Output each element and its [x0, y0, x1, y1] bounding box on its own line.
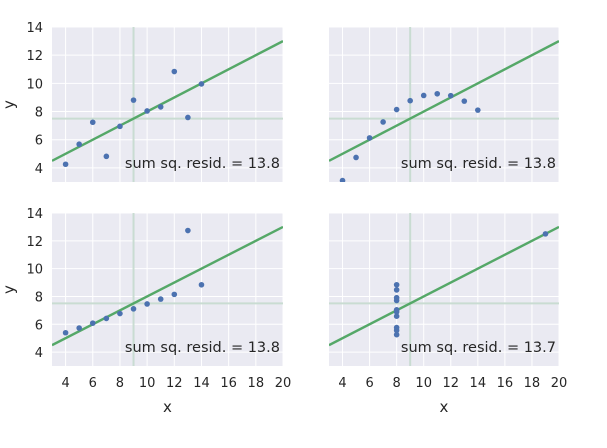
x-tick-label: 16: [220, 376, 237, 391]
data-point: [185, 227, 191, 234]
data-point: [117, 310, 123, 317]
plot-background: [52, 213, 283, 366]
data-point: [117, 123, 123, 130]
x-tick-label: 8: [393, 376, 401, 391]
data-point: [62, 161, 69, 168]
y-tick-label: 12: [26, 235, 43, 250]
data-point: [144, 108, 150, 114]
grid: [329, 26, 560, 182]
y-tick-label: 6: [35, 134, 43, 149]
data-point: [447, 92, 454, 99]
data-point: [339, 177, 346, 182]
data-point: [461, 98, 468, 104]
plot-area: [329, 213, 559, 366]
data-point: [434, 90, 441, 97]
data-point: [130, 97, 137, 103]
data-point: [475, 107, 481, 113]
plot-area: [52, 27, 283, 182]
x-tick-label: 4: [338, 376, 346, 391]
data-point: [130, 306, 137, 312]
y-axis-label: y: [0, 100, 18, 109]
x-tick-label: 12: [166, 376, 183, 391]
data-point: [393, 281, 400, 288]
data-point: [103, 315, 110, 322]
y-tick-label: 8: [35, 290, 43, 305]
y-axis-label: y: [0, 285, 18, 294]
data-point: [62, 329, 69, 336]
y-tick-label: 14: [26, 207, 43, 222]
x-tick-label: 18: [248, 376, 265, 391]
data-point: [157, 104, 164, 110]
y-tick-label: 12: [26, 49, 43, 64]
data-point: [144, 301, 150, 307]
plot-background: [329, 27, 559, 182]
data-point: [157, 296, 164, 302]
y-tick-label: 10: [26, 263, 43, 278]
plot-area: [52, 213, 283, 366]
data-point: [393, 309, 400, 315]
x-tick-label: 10: [139, 376, 156, 391]
x-tick-label: 10: [415, 376, 432, 391]
y-tick-label: 14: [26, 21, 43, 36]
data-point: [171, 291, 178, 298]
x-tick-label: 14: [193, 376, 210, 391]
annotation-text: sum sq. resid. = 13.7: [401, 340, 556, 356]
x-tick-label: 4: [61, 376, 69, 391]
data-point: [185, 114, 191, 121]
data-point: [393, 287, 400, 293]
data-point: [542, 231, 549, 237]
data-point: [407, 97, 413, 104]
data-point: [76, 325, 82, 331]
data-point: [380, 119, 386, 125]
y-tick-label: 4: [35, 346, 43, 361]
x-tick-label: 8: [116, 376, 124, 391]
data-point: [198, 281, 205, 288]
y-tick-label: 10: [26, 77, 43, 92]
annotation-text: sum sq. resid. = 13.8: [401, 156, 556, 172]
y-tick-label: 8: [35, 106, 43, 121]
regression-line: [329, 225, 559, 347]
data-point: [89, 320, 96, 326]
data-point: [353, 154, 359, 161]
panel-2: sum sq. resid. = 13.8: [329, 26, 560, 182]
data-point: [420, 92, 427, 99]
data-point: [198, 81, 205, 87]
plot-background: [52, 27, 283, 182]
x-tick-label: 14: [470, 376, 487, 391]
panel-3: sum sq. resid. = 13.8 4 6 8 10 12 14 4 6 8 10 12 14 1…: [0, 207, 291, 416]
x-tick-label: 12: [442, 376, 459, 391]
x-tick-label: 20: [275, 376, 292, 391]
data-point: [76, 141, 82, 148]
regression-line: [52, 225, 283, 347]
panel-4: sum sq. resid. = 13.7 4 6 8 10 12 14 16 18 20 x: [329, 212, 568, 416]
x-axis-label: x: [163, 398, 172, 416]
annotation-text: sum sq. resid. = 13.8: [125, 156, 280, 172]
data-point: [103, 153, 110, 160]
x-tick-label: 6: [365, 376, 373, 391]
x-tick-label: 18: [524, 376, 541, 391]
data-point: [89, 119, 96, 126]
panel-1: sum sq. resid. = 13.8 4 6 8 10 12 14 y: [0, 21, 284, 182]
data-point: [393, 327, 400, 334]
data-point: [393, 313, 400, 320]
data-point: [171, 68, 178, 75]
x-tick-label: 16: [497, 376, 514, 391]
regression-line: [329, 40, 559, 162]
plot-background: [329, 213, 559, 366]
grid: [52, 26, 284, 182]
annotation-text: sum sq. resid. = 13.8: [125, 340, 280, 356]
data-point: [393, 294, 400, 301]
plot-area: [329, 27, 559, 182]
x-tick-label: 20: [551, 376, 568, 391]
data-point: [366, 135, 373, 141]
x-tick-label: 6: [89, 376, 97, 391]
data-point: [393, 331, 400, 338]
regression-line: [52, 40, 283, 162]
data-point: [393, 106, 400, 113]
y-tick-label: 6: [35, 318, 43, 333]
x-axis-label: x: [440, 398, 449, 416]
y-tick-label: 4: [35, 162, 43, 177]
